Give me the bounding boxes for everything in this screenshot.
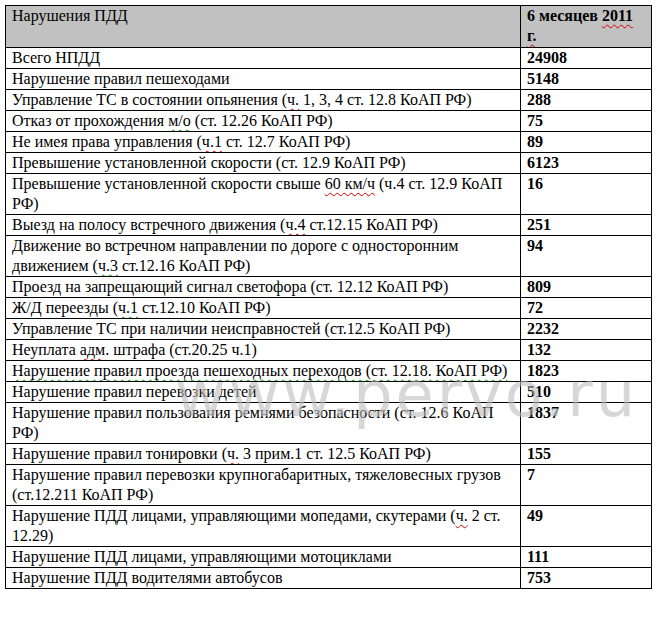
violation-row: Нарушение правил перевозки детей510 — [6, 382, 652, 403]
violation-row: Нарушение ПДД лицами, управляющими мотоц… — [6, 547, 652, 568]
violation-row: Превышение установленной скорости свыше … — [6, 174, 652, 215]
violation-count-cell: 809 — [521, 277, 652, 298]
violation-label-cell: Проезд на запрещающий сигнал светофора (… — [6, 277, 521, 298]
violation-row: Нарушение ПДД лицами, управляющими мопед… — [6, 506, 652, 547]
violations-table: Нарушения ПДД 6 месяцев 2011 г. Всего НП… — [5, 5, 652, 589]
spellcheck-red-underline: адм — [80, 341, 105, 358]
spellcheck-red-underline: ч. — [227, 445, 239, 462]
violation-count-cell: 72 — [521, 298, 652, 319]
violation-count-cell: 6123 — [521, 153, 652, 174]
table-header: Нарушения ПДД 6 месяцев 2011 г. — [6, 6, 652, 48]
violation-row: Не имея права управления (ч.1 ст. 12.7 К… — [6, 132, 652, 153]
violation-label-cell: Нарушение правил перевозки детей — [6, 382, 521, 403]
spellcheck-red-underline: 60 км/ч — [325, 175, 375, 192]
violation-count-cell: 5148 — [521, 69, 652, 90]
violation-label-cell: Неуплата адм. штрафа (ст.20.25 ч.1) — [6, 340, 521, 361]
violation-label-cell: Движение во встречном направлении по дор… — [6, 236, 521, 277]
violation-label-cell: Нарушение правил тонировки (ч. 3 прим.1 … — [6, 444, 521, 465]
violation-label-cell: Нарушение правил пользования ремнями без… — [6, 403, 521, 444]
spellcheck-red-underline: ч.4 — [285, 216, 305, 233]
violation-count-cell: 7 — [521, 465, 652, 506]
violation-row: Проезд на запрещающий сигнал светофора (… — [6, 277, 652, 298]
spellcheck-green-underline: Нарушение правил проезда пешеходных пере… — [12, 362, 507, 379]
violation-label-cell: Всего НПДД — [6, 48, 521, 69]
spellcheck-red-underline: ч. — [287, 91, 299, 108]
header-row: Нарушения ПДД 6 месяцев 2011 г. — [6, 6, 652, 48]
violation-row: Всего НПДД24908 — [6, 48, 652, 69]
violation-label-cell: Не имея права управления (ч.1 ст. 12.7 К… — [6, 132, 521, 153]
violation-row: Нарушение правил тонировки (ч. 3 прим.1 … — [6, 444, 652, 465]
violation-count-cell: 94 — [521, 236, 652, 277]
violation-label-cell: Нарушение ПДД водителями автобусов — [6, 568, 521, 589]
header-period: 6 месяцев 2011 г. — [521, 6, 652, 48]
spellcheck-red-underline: ч.1 — [202, 133, 222, 150]
violation-label-cell: Превышение установленной скорости (ст. 1… — [6, 153, 521, 174]
violation-count-cell: 288 — [521, 90, 652, 111]
violation-row: Нарушение правил проезда пешеходных пере… — [6, 361, 652, 382]
spellcheck-green-underline: м/о — [168, 112, 191, 129]
violation-row: Нарушение ПДД водителями автобусов753 — [6, 568, 652, 589]
violation-count-cell: 1823 — [521, 361, 652, 382]
violation-count-cell: 89 — [521, 132, 652, 153]
violation-count-cell: 510 — [521, 382, 652, 403]
violation-label-cell: Превышение установленной скорости свыше … — [6, 174, 521, 215]
violation-label-cell: Ж/Д переезды (ч.1 ст.12.10 КоАП РФ) — [6, 298, 521, 319]
violation-row: Выезд на полосу встречного движения (ч.4… — [6, 215, 652, 236]
violation-row: Отказ от прохождения м/о (ст. 12.26 КоАП… — [6, 111, 652, 132]
violation-row: Движение во встречном направлении по дор… — [6, 236, 652, 277]
violation-label-cell: Нарушение правил перевозки крупногабарит… — [6, 465, 521, 506]
violation-count-cell: 24908 — [521, 48, 652, 69]
spellcheck-green-underline: ч.1 — [118, 299, 138, 316]
header-violations-title: Нарушения ПДД — [6, 6, 521, 48]
violation-count-cell: 16 — [521, 174, 652, 215]
violation-label-cell: Управление ТС в состоянии опьянения (ч. … — [6, 90, 521, 111]
violation-label-cell: Управление ТС при наличии неисправностей… — [6, 319, 521, 340]
violation-label-cell: Нарушение ПДД лицами, управляющими мотоц… — [6, 547, 521, 568]
violation-label-cell: Нарушение ПДД лицами, управляющими мопед… — [6, 506, 521, 547]
violation-count-cell: 1837 — [521, 403, 652, 444]
violation-count-cell: 111 — [521, 547, 652, 568]
violation-label-cell: Выезд на полосу встречного движения (ч.4… — [6, 215, 521, 236]
violation-row: Управление ТС при наличии неисправностей… — [6, 319, 652, 340]
spellcheck-red-underline: ч. — [456, 507, 468, 524]
violations-report-page: Нарушения ПДД 6 месяцев 2011 г. Всего НП… — [0, 0, 658, 621]
violation-row: Превышение установленной скорости (ст. 1… — [6, 153, 652, 174]
violation-label-cell: Нарушение правил проезда пешеходных пере… — [6, 361, 521, 382]
violation-count-cell: 75 — [521, 111, 652, 132]
violation-count-cell: 753 — [521, 568, 652, 589]
violation-label-cell: Нарушение правил пешеходами — [6, 69, 521, 90]
spellcheck-red-underline: 2011 г. — [527, 7, 633, 44]
violation-count-cell: 2232 — [521, 319, 652, 340]
violation-row: Нарушение правил пешеходами5148 — [6, 69, 652, 90]
table-body: Всего НПДД24908Нарушение правил пешехода… — [6, 48, 652, 589]
violation-count-cell: 155 — [521, 444, 652, 465]
violation-row: Нарушение правил пользования ремнями без… — [6, 403, 652, 444]
violation-count-cell: 49 — [521, 506, 652, 547]
violation-count-cell: 132 — [521, 340, 652, 361]
violation-row: Неуплата адм. штрафа (ст.20.25 ч.1)132 — [6, 340, 652, 361]
violation-count-cell: 251 — [521, 215, 652, 236]
violation-row: Управление ТС в состоянии опьянения (ч. … — [6, 90, 652, 111]
violation-row: Нарушение правил перевозки крупногабарит… — [6, 465, 652, 506]
violation-label-cell: Отказ от прохождения м/о (ст. 12.26 КоАП… — [6, 111, 521, 132]
spellcheck-green-underline: ч.3 — [98, 257, 118, 274]
violation-row: Ж/Д переезды (ч.1 ст.12.10 КоАП РФ)72 — [6, 298, 652, 319]
